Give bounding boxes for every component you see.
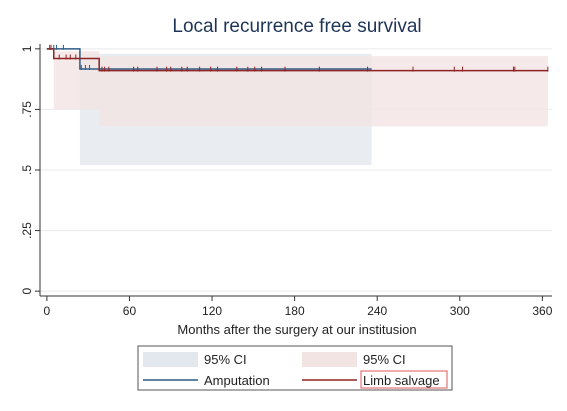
x-tick-label: 360: [532, 304, 552, 318]
legend-label-limb-salvage-ci: 95% CI: [363, 352, 406, 367]
y-tick-label: .5: [20, 165, 34, 175]
y-tick-label: .75: [20, 101, 34, 118]
y-tick-layer: 0 .25 .5 .75 1: [20, 45, 40, 294]
legend-frame: [137, 345, 453, 391]
chart-title: Local recurrence free survival: [172, 16, 421, 37]
legend-swatch-amputation-ci: [143, 352, 198, 367]
x-tick-label: 300: [450, 304, 470, 318]
x-tick-label: 120: [202, 304, 222, 318]
legend-highlight-box: [360, 370, 448, 389]
x-tick-label: 240: [367, 304, 387, 318]
x-tick-label: 60: [123, 304, 137, 318]
legend: 95% CI 95% CI Amputation Limb salvage: [137, 345, 453, 391]
x-tick-label: 180: [285, 304, 305, 318]
y-tick-label: 0: [20, 287, 34, 294]
legend-label-limb-salvage: Limb salvage: [363, 373, 440, 388]
censor-mark-layer: [49, 44, 549, 72]
x-axis-title: Months after the surgery at our institus…: [177, 322, 416, 337]
ci-band-limb-salvage: [46, 48, 548, 127]
y-tick-label: .25: [20, 222, 34, 239]
survival-line-limb-salvage: [46, 48, 548, 72]
legend-label-amputation-ci: 95% CI: [204, 352, 247, 367]
x-tick-label: 0: [44, 304, 51, 318]
y-tick-label: 1: [20, 45, 34, 52]
x-tick-layer: 0 60 120 180 240 300 360: [44, 296, 553, 318]
legend-label-amputation: Amputation: [204, 373, 270, 388]
legend-swatch-limb-salvage-ci: [302, 352, 357, 367]
